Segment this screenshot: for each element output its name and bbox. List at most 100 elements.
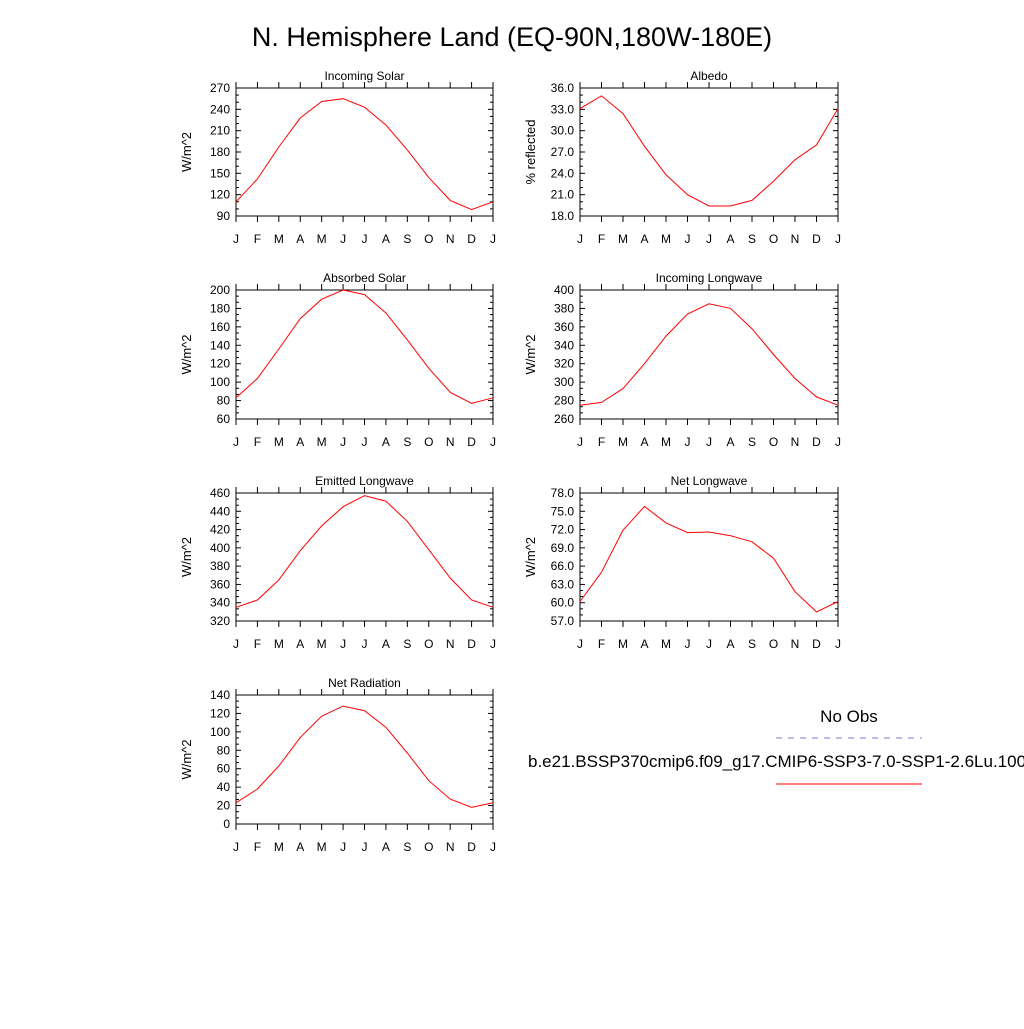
y-tick-label: 30.0 xyxy=(551,124,575,138)
y-tick-label: 66.0 xyxy=(551,559,575,573)
x-tick-label: N xyxy=(791,435,800,449)
x-tick-label: N xyxy=(446,435,455,449)
x-tick-label: A xyxy=(726,232,734,246)
y-axis-label: W/m^2 xyxy=(523,334,538,374)
y-tick-label: 120 xyxy=(210,357,230,371)
x-tick-label: J xyxy=(685,637,691,651)
x-tick-label: S xyxy=(403,232,411,246)
x-tick-label: A xyxy=(296,232,304,246)
y-tick-label: 36.0 xyxy=(551,81,575,95)
x-tick-label: O xyxy=(769,637,778,651)
y-tick-label: 69.0 xyxy=(551,541,575,555)
y-tick-label: 140 xyxy=(210,338,230,352)
panel-absorbed-solar: Absorbed Solar W/m^2 60 80 100 120 140 160 180 20… xyxy=(179,271,496,449)
y-axis-label: W/m^2 xyxy=(179,334,194,374)
x-tick-label: J xyxy=(577,637,583,651)
y-tick-label: 380 xyxy=(210,559,230,573)
x-tick-label: M xyxy=(274,637,284,651)
y-tick-label: 60 xyxy=(217,412,231,426)
x-tick-label: A xyxy=(726,435,734,449)
y-axis-label: % reflected xyxy=(523,119,538,184)
x-tick-label: M xyxy=(618,435,628,449)
panel-title: Net Radiation xyxy=(328,676,401,690)
x-tick-label: A xyxy=(640,435,648,449)
series-line xyxy=(235,289,494,404)
y-tick-label: 63.0 xyxy=(551,577,575,591)
x-tick-label: J xyxy=(340,435,346,449)
x-tick-label: S xyxy=(748,435,756,449)
y-tick-label: 120 xyxy=(210,188,230,202)
x-tick-label: J xyxy=(490,637,496,651)
x-tick-label: M xyxy=(661,637,671,651)
x-tick-label: J xyxy=(233,637,239,651)
x-tick-label: J xyxy=(362,435,368,449)
y-tick-label: 40 xyxy=(217,780,231,794)
y-axis-label: W/m^2 xyxy=(179,739,194,779)
x-tick-label: A xyxy=(382,435,390,449)
x-tick-label: M xyxy=(661,435,671,449)
plot-frame xyxy=(579,289,839,420)
y-axis-label: W/m^2 xyxy=(523,537,538,577)
x-tick-label: S xyxy=(403,840,411,854)
plot-frame xyxy=(235,694,494,825)
x-tick-label: F xyxy=(598,232,605,246)
y-tick-label: 260 xyxy=(554,412,574,426)
x-tick-label: M xyxy=(317,435,327,449)
y-tick-label: 240 xyxy=(210,102,230,116)
panel-incoming-solar: Incoming Solar W/m^2 90 120 150 180 210 240 270 J… xyxy=(179,69,496,246)
series-line xyxy=(579,95,839,207)
y-tick-label: 80 xyxy=(217,394,231,408)
series-line xyxy=(235,705,494,808)
x-tick-label: D xyxy=(467,435,476,449)
x-tick-label: F xyxy=(254,840,261,854)
x-tick-label: F xyxy=(598,637,605,651)
y-tick-label: 20 xyxy=(217,799,231,813)
x-tick-label: M xyxy=(274,232,284,246)
x-tick-label: A xyxy=(640,232,648,246)
x-tick-label: S xyxy=(403,435,411,449)
x-tick-label: M xyxy=(317,840,327,854)
x-tick-label: N xyxy=(446,232,455,246)
y-tick-label: 75.0 xyxy=(551,504,575,518)
panel-title: Albedo xyxy=(690,69,728,83)
x-tick-label: J xyxy=(340,840,346,854)
y-tick-label: 300 xyxy=(554,375,574,389)
x-tick-label: J xyxy=(835,435,841,449)
x-tick-label: D xyxy=(812,232,821,246)
x-tick-label: F xyxy=(598,435,605,449)
x-tick-label: A xyxy=(382,637,390,651)
x-tick-label: J xyxy=(362,232,368,246)
panel-title: Absorbed Solar xyxy=(323,271,406,285)
x-tick-label: D xyxy=(467,232,476,246)
y-tick-label: 60.0 xyxy=(551,596,575,610)
y-tick-label: 24.0 xyxy=(551,166,575,180)
y-tick-label: 21.0 xyxy=(551,188,575,202)
x-tick-label: A xyxy=(296,840,304,854)
y-tick-label: 340 xyxy=(210,596,230,610)
y-tick-label: 400 xyxy=(210,541,230,555)
y-tick-label: 140 xyxy=(210,688,230,702)
panels: Incoming Solar W/m^2 90 120 150 180 210 240 270 J… xyxy=(179,69,841,854)
x-tick-label: J xyxy=(490,232,496,246)
legend-model-label: b.e21.BSSP370cmip6.f09_g17.CMIP6-SSP3-7.… xyxy=(528,752,1024,771)
series-line xyxy=(235,98,494,211)
x-tick-label: J xyxy=(490,840,496,854)
x-tick-label: M xyxy=(317,232,327,246)
panel-title: Incoming Solar xyxy=(324,69,404,83)
x-tick-label: O xyxy=(424,840,433,854)
x-tick-label: D xyxy=(812,435,821,449)
x-tick-label: S xyxy=(748,637,756,651)
y-tick-label: 78.0 xyxy=(551,486,575,500)
y-tick-label: 340 xyxy=(554,338,574,352)
panel-incoming-longwave: Incoming Longwave W/m^2 260 280 300 320 340 360… xyxy=(523,271,841,449)
panel-emitted-longwave: Emitted Longwave W/m^2 320 340 360 380 400 420 4… xyxy=(179,474,496,651)
y-tick-label: 400 xyxy=(554,283,574,297)
plot-frame xyxy=(579,492,839,622)
x-tick-label: M xyxy=(661,232,671,246)
x-tick-label: J xyxy=(233,840,239,854)
x-tick-label: A xyxy=(726,637,734,651)
y-tick-label: 120 xyxy=(210,706,230,720)
x-tick-label: J xyxy=(362,637,368,651)
